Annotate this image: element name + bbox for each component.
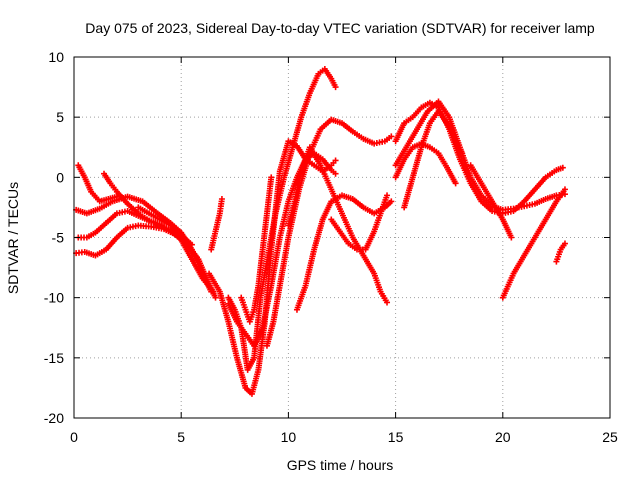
series-arc-21 <box>499 186 568 301</box>
data-point <box>212 294 219 301</box>
series-arc-11 <box>238 174 275 325</box>
x-tick-label: 0 <box>70 429 78 445</box>
x-axis-label: GPS time / hours <box>287 457 394 473</box>
series-arc-7 <box>208 195 225 253</box>
data-marks <box>73 66 568 397</box>
y-tick-label: 5 <box>56 109 64 125</box>
series-arc-17 <box>392 98 568 213</box>
series-arc-22 <box>553 240 568 265</box>
y-axis-label: SDTVAR / TECUs <box>5 182 21 294</box>
y-tick-label: 10 <box>48 49 64 65</box>
series-arc-6 <box>135 204 195 248</box>
series-arc-18 <box>392 140 459 187</box>
data-point <box>188 241 195 248</box>
data-point <box>384 299 391 306</box>
x-tick-label: 15 <box>388 429 404 445</box>
data-point <box>459 150 466 157</box>
axis-ticks: 0 5 10 15 20 25 -20 -15 -10 -5 0 5 10 <box>44 49 618 445</box>
data-point <box>508 234 515 241</box>
data-point <box>561 240 568 247</box>
x-tick-label: 10 <box>281 429 297 445</box>
x-tick-label: 5 <box>177 429 185 445</box>
data-point <box>561 186 568 193</box>
data-point <box>332 84 339 91</box>
series-arc-20 <box>467 162 515 241</box>
series-arc-15 <box>328 192 391 253</box>
data-point <box>218 195 225 202</box>
series-arc-19 <box>401 108 466 211</box>
series-arc-4 <box>75 162 120 205</box>
data-point <box>332 157 339 164</box>
series-arc-13 <box>285 144 391 306</box>
data-point <box>332 170 339 177</box>
data-point <box>452 180 459 187</box>
data-point <box>268 174 275 181</box>
y-tick-label: -5 <box>52 230 65 246</box>
y-tick-label: 0 <box>56 169 64 185</box>
series-arc-14 <box>293 192 395 313</box>
data-point <box>388 198 395 205</box>
data-point <box>384 192 391 199</box>
series-arc-5 <box>101 170 185 241</box>
data-point <box>210 288 217 295</box>
series-arc-10 <box>225 66 339 373</box>
data-point <box>559 164 566 171</box>
x-tick-label: 25 <box>602 429 618 445</box>
data-point <box>388 133 395 140</box>
y-tick-label: -20 <box>44 410 64 426</box>
y-tick-label: -10 <box>44 290 64 306</box>
chart-title: Day 075 of 2023, Sidereal Day-to-day VTE… <box>85 20 595 36</box>
y-tick-label: -15 <box>44 350 64 366</box>
x-tick-label: 20 <box>495 429 511 445</box>
